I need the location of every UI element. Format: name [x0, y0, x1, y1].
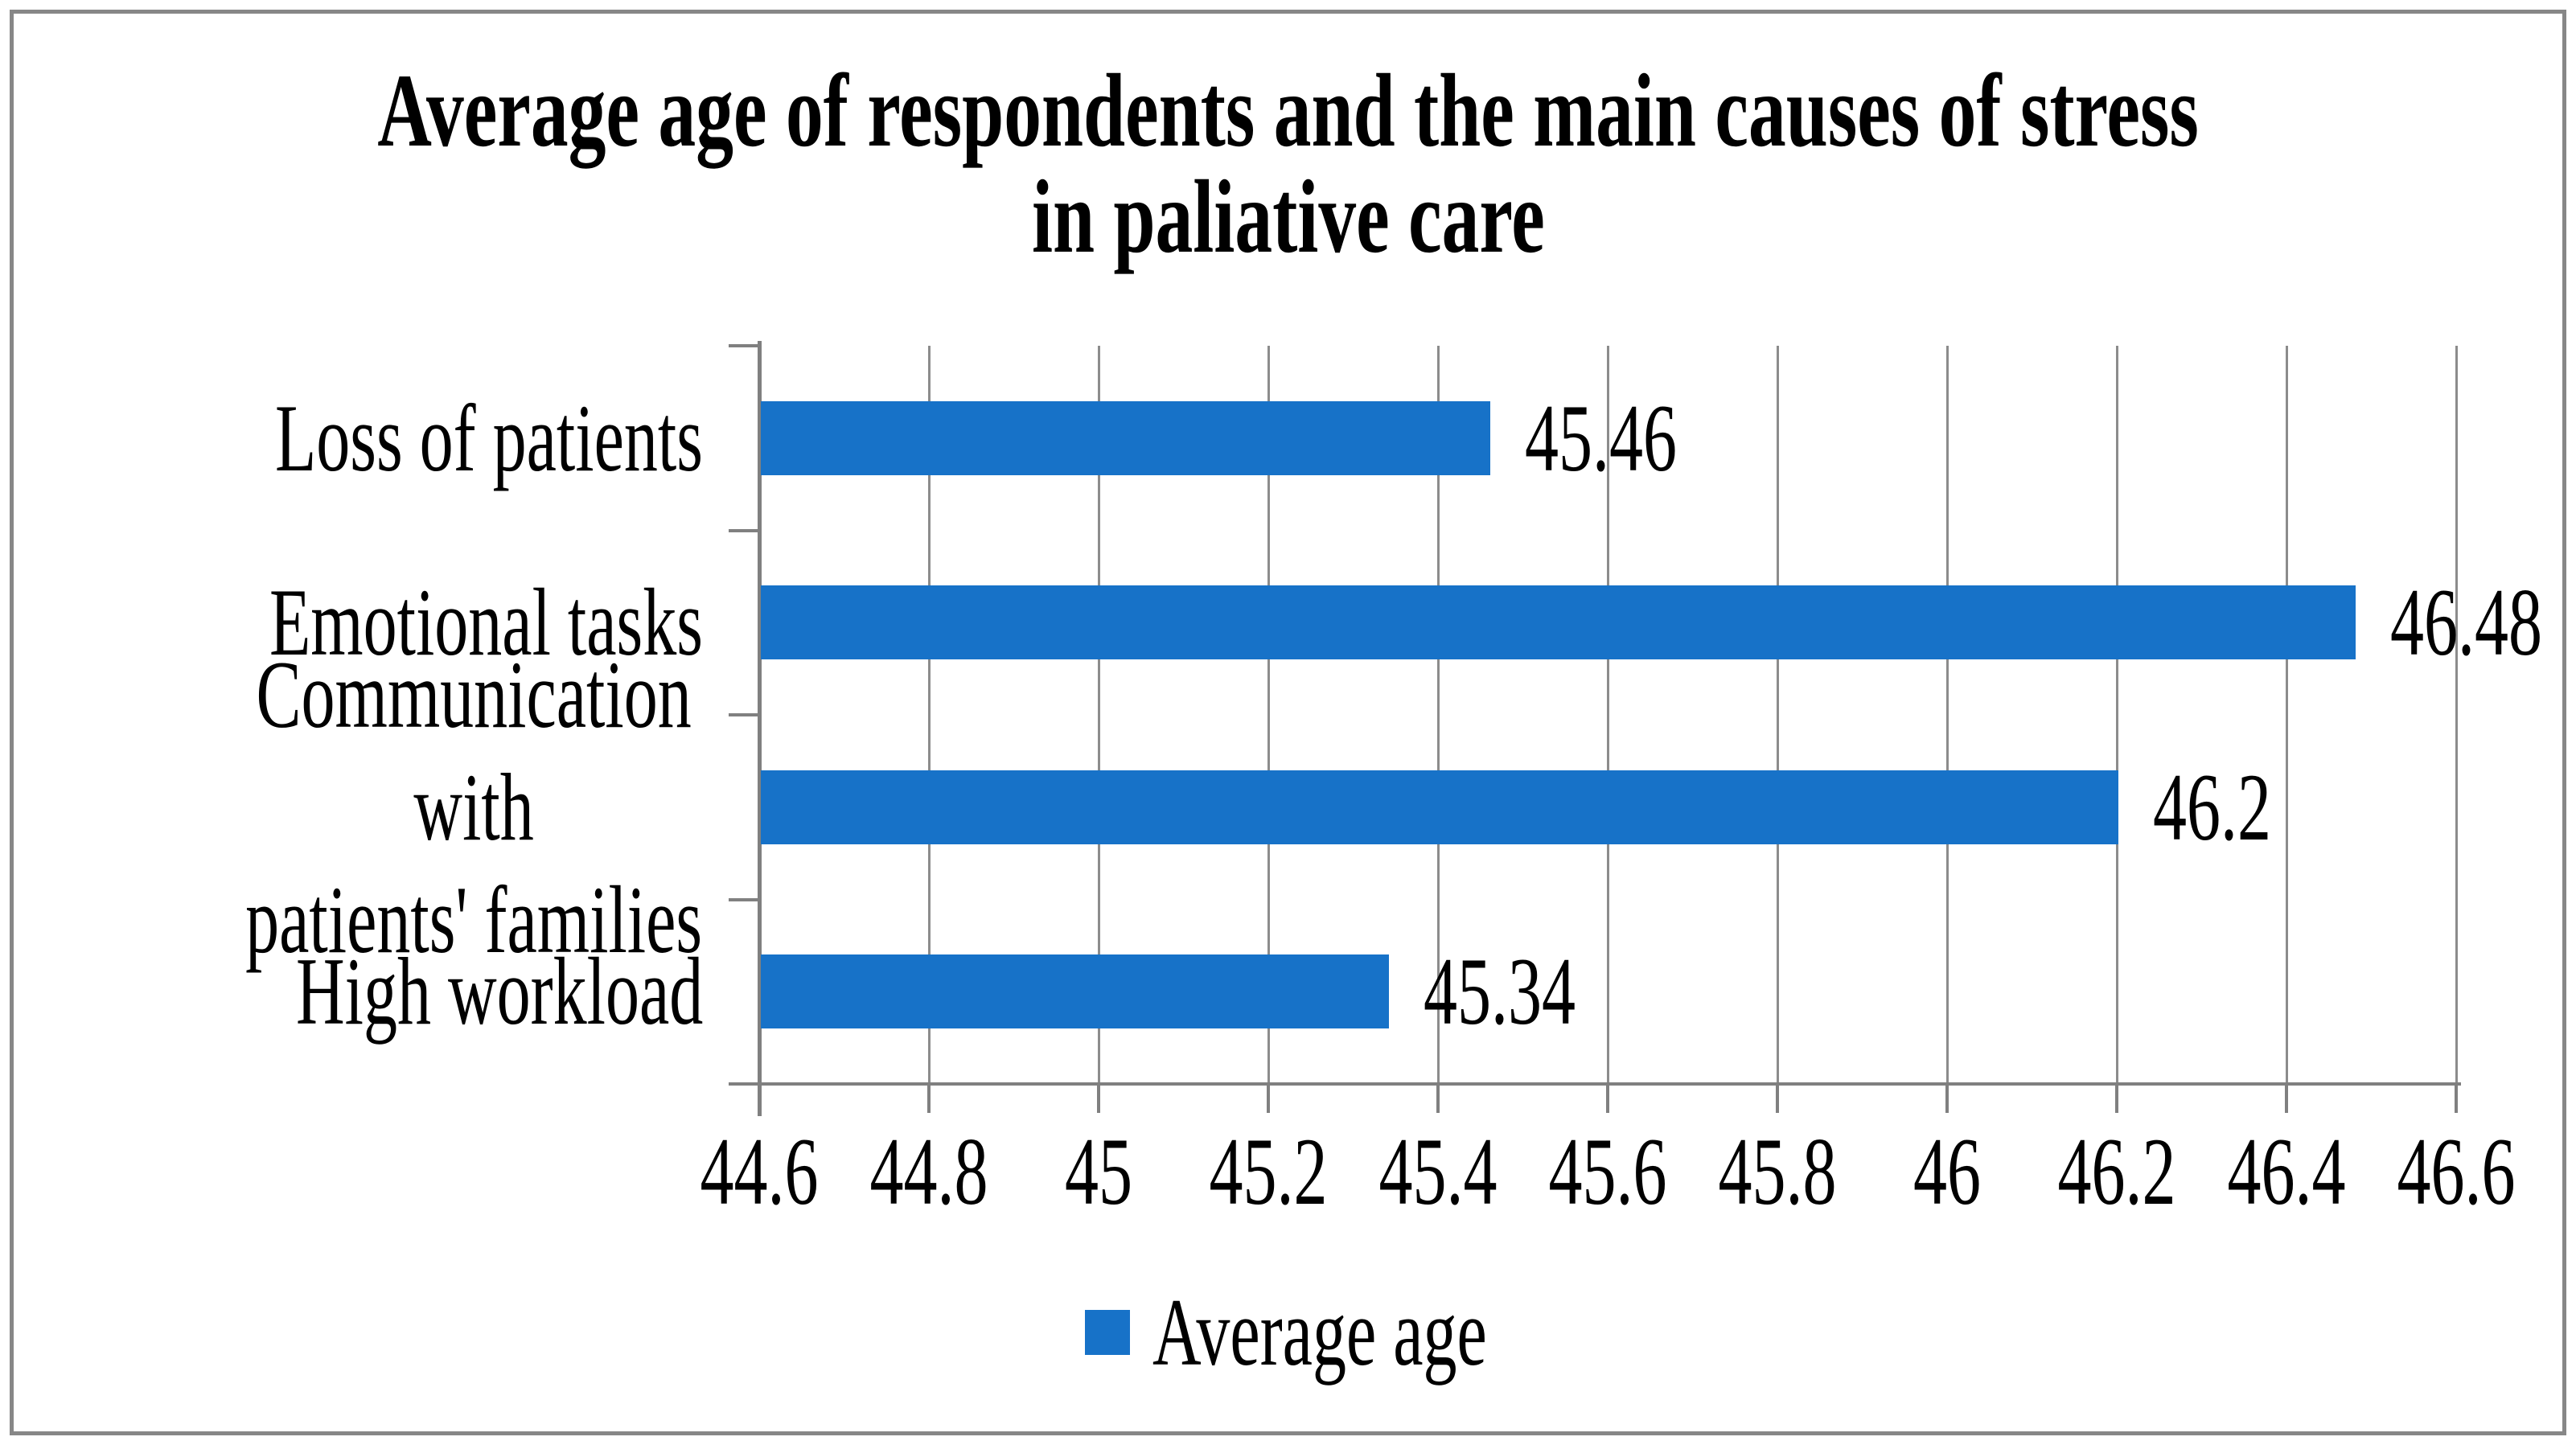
bar-value-text: 46.2 [2153, 753, 2271, 860]
value-axis-tick [1776, 1084, 1779, 1113]
bar-emotional-tasks [761, 585, 2356, 660]
bar-value-label: 45.34 [1424, 938, 1641, 1045]
x-tick-label: 46.4 [2118, 1118, 2455, 1225]
x-tick-label-text: 45.4 [1378, 1118, 1498, 1225]
category-label: Emotional tasks [48, 506, 703, 739]
bar-value-label: 46.48 [2390, 569, 2576, 675]
category-label-text: Loss of patients [275, 384, 703, 491]
bar-communication-with [761, 770, 2118, 844]
x-gridline [2285, 346, 2288, 1084]
x-tick-label: 46.6 [2287, 1118, 2576, 1225]
chart-title-line-1: Average age of respondents and the main … [377, 53, 2199, 169]
x-tick-label: 45 [930, 1118, 1267, 1225]
x-gridline [2115, 346, 2118, 1084]
x-tick-label: 44.8 [760, 1118, 1098, 1225]
value-axis-tick [1945, 1084, 1949, 1113]
value-axis-tick [1606, 1084, 1609, 1113]
category-label-text: Communication with patients' families [245, 640, 703, 973]
x-tick-label-text: 45.6 [1548, 1118, 1667, 1225]
x-tick-label-text: 44.8 [869, 1118, 988, 1225]
x-tick-label: 45.2 [1099, 1118, 1437, 1225]
x-tick-label-text: 45 [1065, 1118, 1132, 1225]
category-label: Communication with patients' families [48, 641, 703, 973]
value-axis-tick [927, 1084, 931, 1113]
bar-value-text: 45.46 [1525, 384, 1678, 491]
bar-high-workload [761, 954, 1389, 1029]
x-tick-label-text: 45.8 [1718, 1118, 1837, 1225]
x-gridline [1776, 346, 1779, 1084]
x-tick-label-text: 44.6 [700, 1118, 819, 1225]
x-gridline [2455, 346, 2458, 1084]
x-gridline [1606, 346, 1609, 1084]
bar-value-label: 46.2 [2153, 753, 2322, 860]
value-axis-tick [1436, 1084, 1440, 1113]
x-tick-label: 45.8 [1608, 1118, 1946, 1225]
category-label-text: Emotional tasks [269, 569, 703, 676]
chart-title-line-2: in paliative care [1031, 159, 1545, 275]
category-label-text: High workload [295, 938, 703, 1045]
category-label: High workload [48, 875, 703, 1108]
value-axis-tick [2455, 1084, 2458, 1113]
chart-outer-border [10, 10, 2566, 1435]
x-tick-label-text: 46.6 [2397, 1118, 2516, 1225]
bar-value-text: 45.34 [1423, 938, 1576, 1045]
x-gridline [1436, 346, 1440, 1084]
value-axis-tick [758, 1084, 761, 1113]
category-axis-tick [729, 344, 759, 347]
x-tick-label: 45.6 [1439, 1118, 1777, 1225]
legend-series-label: Average age [1152, 1279, 1487, 1385]
bar-value-text: 46.48 [2390, 569, 2543, 676]
x-gridline [1945, 346, 1949, 1084]
x-tick-label-text: 46 [1913, 1118, 1981, 1225]
x-gridline [1267, 346, 1270, 1084]
category-label: Loss of patients [48, 322, 703, 555]
bar-value-label: 45.46 [1525, 384, 1742, 491]
x-tick-label-text: 45.2 [1209, 1118, 1328, 1225]
value-axis-tick [2285, 1084, 2288, 1113]
category-axis-line [757, 341, 762, 1116]
value-axis-line [729, 1082, 2461, 1086]
category-axis-tick [729, 528, 759, 532]
x-tick-label: 44.6 [590, 1118, 928, 1225]
category-axis-tick [729, 897, 759, 901]
legend-color-swatch [1085, 1310, 1130, 1355]
bar-loss-of-patients [761, 400, 1491, 475]
value-axis-tick [1097, 1084, 1100, 1113]
value-axis-tick [1267, 1084, 1270, 1113]
value-axis-tick [2115, 1084, 2118, 1113]
x-tick-label: 45.4 [1269, 1118, 1607, 1225]
x-tick-label-text: 46.2 [2057, 1118, 2176, 1225]
x-tick-label: 46.2 [1948, 1118, 2286, 1225]
x-gridline [927, 346, 931, 1084]
chart-title: Average age of respondents and the main … [0, 58, 2576, 270]
legend: Average age [1085, 1279, 1630, 1385]
x-gridline [1097, 346, 1100, 1084]
x-tick-label: 46 [1778, 1118, 2116, 1225]
x-tick-label-text: 46.4 [2227, 1118, 2346, 1225]
category-axis-tick [729, 713, 759, 716]
